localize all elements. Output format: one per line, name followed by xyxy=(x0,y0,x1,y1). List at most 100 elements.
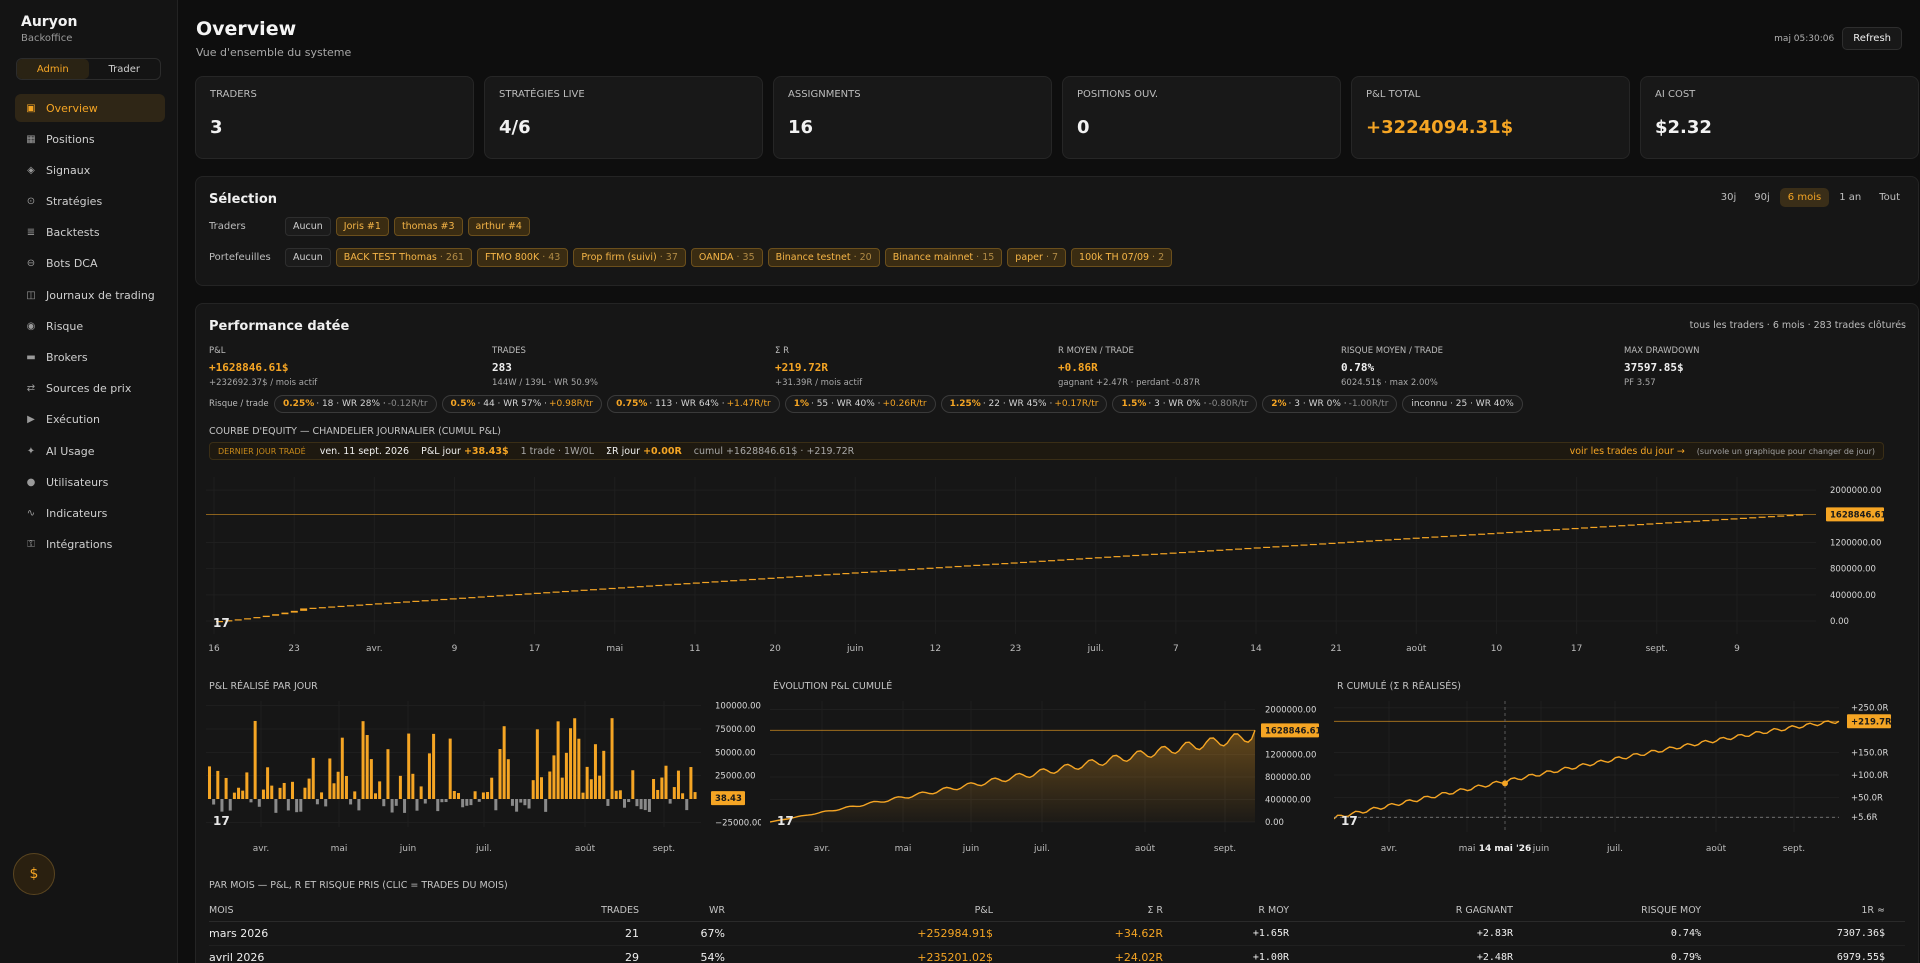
portfolio-chip[interactable]: paper · 7 xyxy=(1007,248,1067,267)
risk-pill[interactable]: 0.5% · 44 · WR 57% · +0.98R/tr xyxy=(441,395,603,413)
table-row[interactable]: mars 2026 21 67% +252984.91$ +34.62R +1.65R +2… xyxy=(209,922,1905,946)
trader-chip[interactable]: thomas #3 xyxy=(393,217,463,236)
column-header[interactable]: Trades xyxy=(601,905,639,916)
equity-candle xyxy=(889,570,897,572)
daily-pnl-bar xyxy=(477,799,481,802)
day-hint: (survole un graphique pour changer de jo… xyxy=(1696,446,1875,456)
equity-candle xyxy=(374,603,382,605)
dollar-coin-icon[interactable]: $ xyxy=(13,853,55,895)
equity-candle xyxy=(1300,544,1308,546)
view-day-trades-link[interactable]: voir les trades du jour → xyxy=(1569,445,1685,457)
y-tick-label: 0.00 xyxy=(1830,617,1849,627)
column-header[interactable]: R gagnant xyxy=(1455,905,1513,916)
column-header[interactable]: Risque moy xyxy=(1641,905,1701,916)
sidebar-item-overview[interactable]: ▣ Overview xyxy=(15,94,165,122)
equity-candle xyxy=(1291,545,1299,547)
portfolio-chip[interactable]: BACK TEST Thomas · 261 xyxy=(335,248,473,267)
column-header[interactable]: Mois xyxy=(209,905,234,916)
equity-candle xyxy=(1384,539,1392,541)
daily-pnl-bar xyxy=(369,759,373,799)
last-value-badge xyxy=(1261,723,1319,738)
sidebar-item-journaux-de-trading[interactable]: ◫ Journaux de trading xyxy=(15,281,165,309)
column-header[interactable]: Σ R xyxy=(1147,905,1163,916)
equity-candle xyxy=(599,588,607,590)
column-header[interactable]: WR xyxy=(709,905,725,916)
sidebar-item-execution[interactable]: ▶ Exécution xyxy=(15,406,165,434)
sidebar-item-signaux[interactable]: ◈ Signaux xyxy=(15,156,165,184)
range-button[interactable]: 1 an xyxy=(1839,192,1862,203)
table-row[interactable]: avril 2026 29 54% +235201.02$ +24.02R +1.00R +… xyxy=(209,946,1905,963)
risk-pill-level: 1.5% xyxy=(1121,399,1147,409)
refresh-button[interactable]: Refresh xyxy=(1842,27,1902,50)
y-tick-label: 0.00 xyxy=(1265,818,1284,828)
sidebar-item-utilisateurs[interactable]: ● Utilisateurs xyxy=(15,468,165,496)
sidebar-item-integrations[interactable]: ⚿ Intégrations xyxy=(15,531,165,559)
daily-pnl-chart[interactable]: 100000.00 75000.00 50000.00 25000.00 −25000.… xyxy=(206,697,761,857)
traders-none-button[interactable]: Aucun xyxy=(285,217,331,236)
range-button[interactable]: 30j xyxy=(1720,192,1737,203)
risk-pill[interactable]: 0.75% · 113 · WR 64% · +1.47R/tr xyxy=(607,395,780,413)
risk-pill[interactable]: 2% · 3 · WR 0% · -1.00R/tr xyxy=(1262,395,1398,413)
equity-candle xyxy=(1637,523,1645,526)
risk-pill[interactable]: inconnu · 25 · WR 40% xyxy=(1402,395,1523,413)
portfolio-chip[interactable]: 100k TH 07/09 · 2 xyxy=(1071,248,1173,267)
x-tick-label: mai xyxy=(606,644,623,654)
equity-candle xyxy=(1562,528,1570,530)
daily-pnl-bar xyxy=(278,787,282,799)
risk-pill[interactable]: 1.5% · 3 · WR 0% · -0.80R/tr xyxy=(1112,395,1258,413)
sidebar-item-indicateurs[interactable]: ∿ Indicateurs xyxy=(15,499,165,527)
equity-candle xyxy=(262,615,270,618)
equity-candle xyxy=(917,568,925,570)
daily-pnl-bar xyxy=(361,721,365,799)
portfolio-chip[interactable]: OANDA · 35 xyxy=(690,248,763,267)
daily-pnl-bar xyxy=(515,799,519,812)
sidebar-item-risque[interactable]: ◉ Risque xyxy=(15,312,165,340)
portfolio-chip[interactable]: FTMO 800K · 43 xyxy=(477,248,569,267)
risk-pill[interactable]: 0.25% · 18 · WR 28% · -0.12R/tr xyxy=(274,395,437,413)
equity-candle xyxy=(1029,561,1037,563)
daily-pnl-bar xyxy=(303,787,307,799)
equity-candle xyxy=(1178,551,1186,554)
daily-pnl-bar xyxy=(606,799,610,806)
risk-pill[interactable]: 1.25% · 22 · WR 45% · +0.17R/tr xyxy=(940,395,1108,413)
equity-candle xyxy=(1646,523,1654,525)
trader-chip[interactable]: Joris #1 xyxy=(335,217,389,236)
sidebar-item-ai-usage[interactable]: ✦ AI Usage xyxy=(15,437,165,465)
range-button[interactable]: 6 mois xyxy=(1779,188,1830,207)
sidebar-item-sources-de-prix[interactable]: ⇄ Sources de prix xyxy=(15,375,165,403)
x-tick-label: mai xyxy=(895,844,912,854)
column-header[interactable]: 1R ≈ xyxy=(1861,905,1885,916)
mode-trader-button[interactable]: Trader xyxy=(108,63,141,75)
sidebar-item-strategies[interactable]: ⊙ Stratégies xyxy=(15,188,165,216)
equity-candle xyxy=(272,614,280,616)
portfolio-chip[interactable]: Binance mainnet · 15 xyxy=(884,248,1003,267)
cumul-pnl-chart[interactable]: 2000000.00 1200000.00 800000.00 400000.00 0.… xyxy=(770,697,1325,857)
equity-candle xyxy=(1122,555,1130,557)
mode-admin-button[interactable]: Admin xyxy=(17,59,89,79)
x-tick-label: 12 xyxy=(930,644,941,654)
trader-chip[interactable]: arthur #4 xyxy=(467,217,530,236)
portfolio-chip[interactable]: Prop firm (suivi) · 37 xyxy=(573,248,686,267)
range-button[interactable]: Tout xyxy=(1879,192,1900,203)
equity-candle xyxy=(823,574,831,576)
portfolio-chip[interactable]: Binance testnet · 20 xyxy=(767,248,880,267)
equity-candle-chart[interactable]: 2000000.00 1200000.00 800000.00 400000.00 0.… xyxy=(206,469,1906,654)
column-header[interactable]: P&L xyxy=(974,905,993,916)
sidebar-item-backtests[interactable]: ≣ Backtests xyxy=(15,219,165,247)
daily-pnl-bar xyxy=(299,799,303,812)
sidebar-item-bots-dca[interactable]: ⊖ Bots DCA xyxy=(15,250,165,278)
portfolios-none-button[interactable]: Aucun xyxy=(285,248,331,267)
sidebar-item-brokers[interactable]: ▬ Brokers xyxy=(15,344,165,372)
table-cell: +2.48R xyxy=(1476,952,1513,963)
daily-pnl-bar xyxy=(502,726,506,799)
risk-pill[interactable]: 1% · 55 · WR 40% · +0.26R/tr xyxy=(784,395,936,413)
table-cell: +2.83R xyxy=(1476,928,1513,939)
equity-candle xyxy=(393,602,401,604)
r-cumul-chart[interactable]: +250.0R +150.0R +100.0R +50.0R +5.6R +219.7R a… xyxy=(1334,697,1909,857)
sidebar-item-positions[interactable]: ▦ Positions xyxy=(15,125,165,153)
execution-icon: ▶ xyxy=(27,414,35,426)
range-button[interactable]: 90j xyxy=(1754,192,1770,203)
cumul-area xyxy=(770,730,1255,822)
equity-candle xyxy=(1515,531,1523,533)
column-header[interactable]: R moy xyxy=(1258,905,1289,916)
